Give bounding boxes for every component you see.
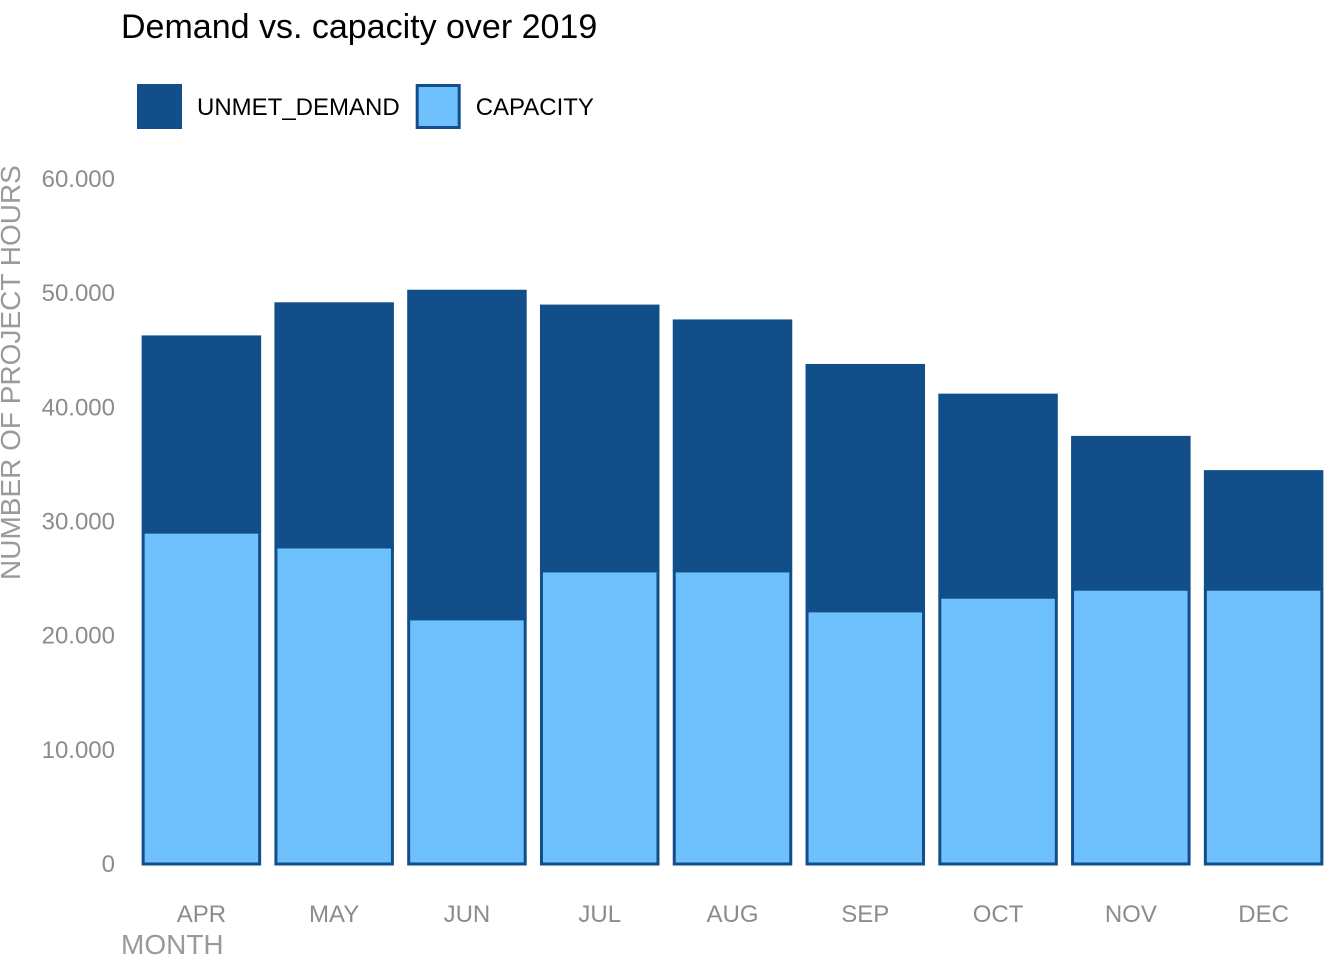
bar-capacity: [276, 547, 393, 864]
legend-swatch: [139, 86, 181, 128]
bar-capacity: [541, 571, 658, 864]
bar-unmet-demand: [143, 337, 260, 531]
y-tick-label: 10.000: [42, 737, 115, 764]
y-axis-title: NUMBER OF PROJECT HOURS: [0, 165, 26, 580]
y-tick-label: 30.000: [42, 509, 115, 536]
y-tick-label: 50.000: [42, 280, 115, 307]
x-tick-label: DEC: [1238, 901, 1289, 928]
bar-capacity: [409, 619, 526, 864]
legend-swatch: [417, 86, 459, 128]
bar-unmet-demand: [541, 306, 658, 569]
bar-unmet-demand: [807, 365, 924, 609]
x-tick-label: APR: [177, 901, 226, 928]
x-tick-label: AUG: [706, 901, 758, 928]
y-tick-label: 20.000: [42, 623, 115, 650]
bars: [143, 291, 1322, 864]
y-tick-label: 0: [102, 851, 115, 878]
x-tick-label: OCT: [973, 901, 1024, 928]
bar-capacity: [1073, 589, 1190, 864]
x-tick-label: MAY: [309, 901, 359, 928]
bar-capacity: [1205, 589, 1322, 864]
bar-unmet-demand: [1205, 472, 1322, 588]
x-tick-label: JUL: [578, 901, 621, 928]
y-tick-label: 60.000: [42, 166, 115, 193]
legend-label: UNMET_DEMAND: [197, 94, 400, 121]
x-tick-label: JUN: [444, 901, 491, 928]
bar-capacity: [807, 611, 924, 864]
bar-unmet-demand: [1073, 437, 1190, 587]
x-axis-ticks: APR MAY JUN JUL AUG SEP OCT NOV DEC: [177, 901, 1289, 928]
bar-unmet-demand: [674, 321, 791, 570]
bar-unmet-demand: [940, 395, 1057, 596]
legend-label: CAPACITY: [476, 94, 594, 121]
x-axis-title: MONTH: [121, 929, 224, 960]
bar-capacity: [143, 532, 260, 864]
bar-capacity: [940, 597, 1057, 864]
x-tick-label: NOV: [1105, 901, 1157, 928]
bar-unmet-demand: [409, 291, 526, 617]
legend: UNMET_DEMAND CAPACITY: [139, 86, 594, 128]
y-axis-ticks: 0 10.000 20.000 30.000 40.000 50.000 60.000: [42, 166, 115, 878]
bar-unmet-demand: [276, 304, 393, 546]
chart-title: Demand vs. capacity over 2019: [121, 8, 597, 46]
bar-capacity: [674, 571, 791, 864]
x-tick-label: SEP: [841, 901, 889, 928]
y-tick-label: 40.000: [42, 394, 115, 421]
